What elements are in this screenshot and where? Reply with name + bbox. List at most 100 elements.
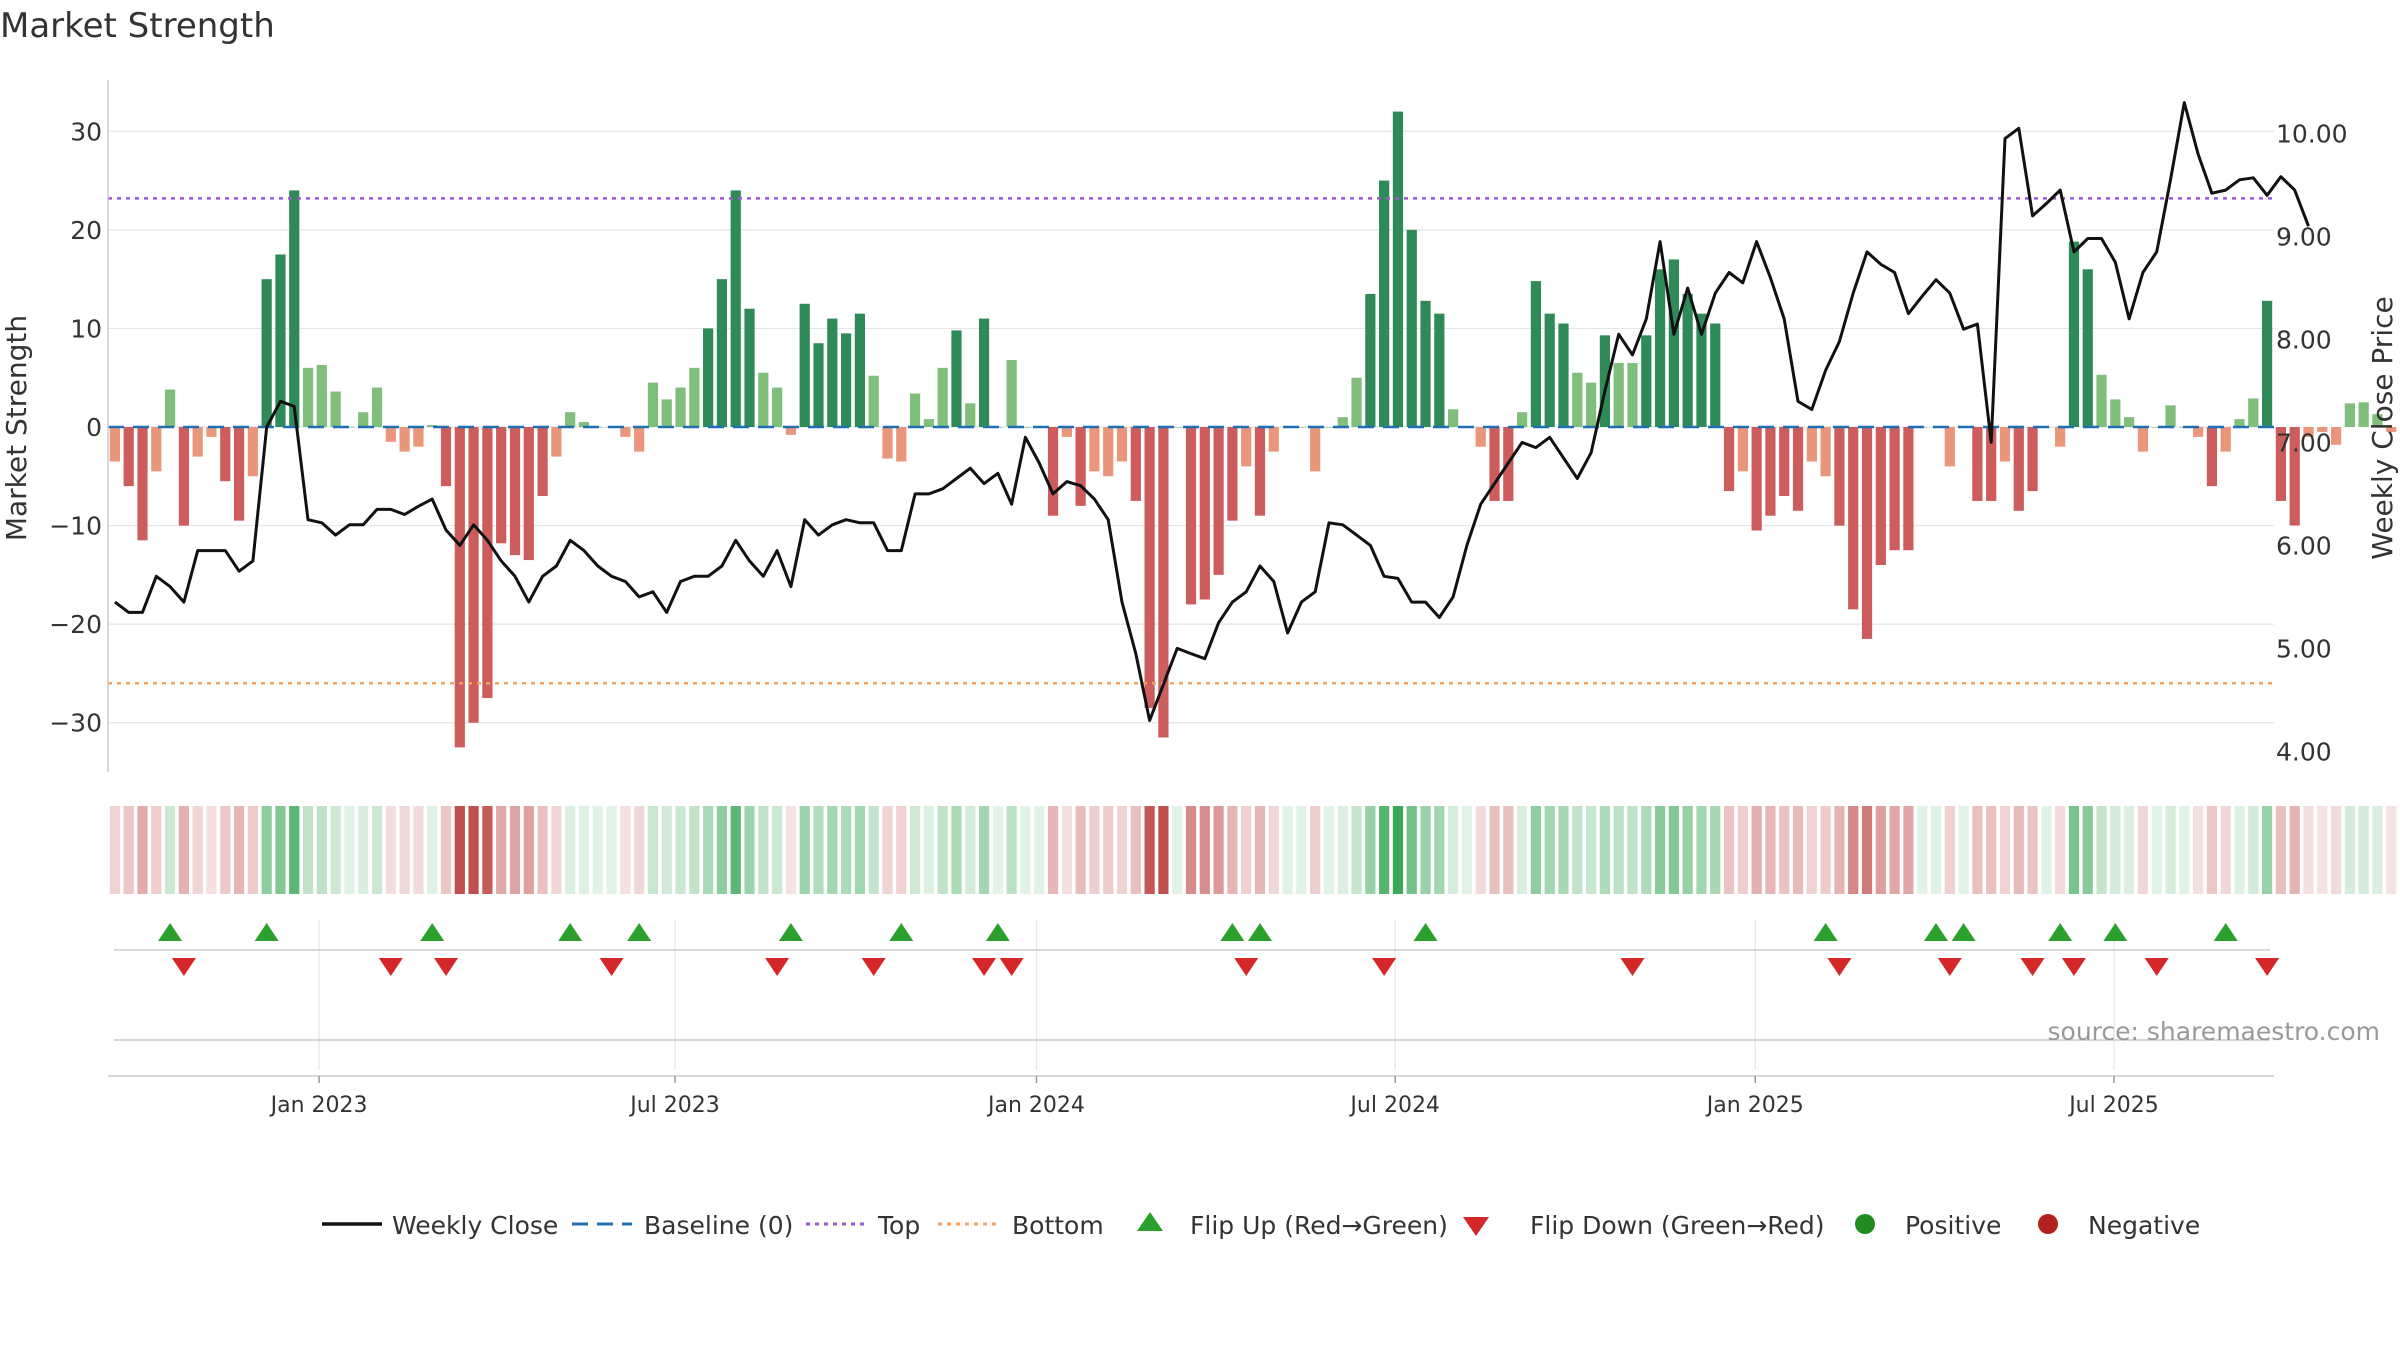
- heat-cell: [854, 806, 865, 894]
- heat-cell: [1585, 806, 1597, 894]
- heat-cell: [1861, 806, 1873, 894]
- y2-tick-label: 7.00: [2276, 428, 2332, 457]
- heat-cell: [482, 806, 493, 894]
- heat-cell: [2303, 806, 2314, 894]
- heat-cell: [2179, 806, 2190, 894]
- heat-cell: [330, 806, 341, 894]
- flip-up-marker: [158, 923, 183, 941]
- heat-cell: [1144, 806, 1155, 894]
- heat-cell: [2151, 806, 2162, 894]
- strength-bar: [2303, 427, 2314, 437]
- heat-cell: [178, 806, 189, 894]
- strength-bar: [620, 427, 631, 437]
- heat-cell: [1917, 806, 1928, 894]
- flip-up-marker: [420, 923, 445, 941]
- strength-bar: [1227, 427, 1238, 521]
- x-tick-label: Jul 2023: [628, 1093, 720, 1118]
- heat-cell: [1172, 806, 1183, 894]
- flip-up-marker: [778, 923, 803, 941]
- heat-cell: [1337, 806, 1348, 894]
- strength-bar: [316, 364, 327, 427]
- flip-down-marker: [2020, 958, 2045, 976]
- y2-tick-label: 10.00: [2276, 119, 2348, 148]
- strength-bar: [1544, 313, 1555, 427]
- heat-cell: [978, 806, 990, 894]
- strength-bar: [1420, 300, 1431, 427]
- y-tick-label: −30: [49, 709, 102, 738]
- strength-bar: [2082, 269, 2093, 427]
- strength-bar: [371, 387, 383, 427]
- strength-bar: [1365, 293, 1376, 427]
- strength-bar: [1530, 281, 1542, 427]
- heat-cell: [1034, 806, 1045, 894]
- strength-bar: [785, 427, 797, 435]
- legend-negative-dot: [2038, 1214, 2058, 1234]
- strength-bar: [951, 330, 962, 427]
- strength-bar: [827, 318, 838, 427]
- strength-bar: [634, 427, 645, 452]
- strength-bar: [2317, 427, 2328, 432]
- heat-cell: [427, 806, 438, 894]
- strength-bar: [2206, 427, 2218, 487]
- heat-cell: [675, 806, 686, 894]
- heat-cell: [1351, 806, 1362, 894]
- legend-negative-label: Negative: [2088, 1211, 2200, 1240]
- strength-bar: [1130, 427, 1141, 501]
- strength-bar: [2261, 300, 2273, 427]
- heat-cell: [1448, 806, 1459, 894]
- heat-cell: [1972, 806, 1983, 894]
- x-tick-label: Jan 2023: [269, 1093, 368, 1118]
- heat-cell: [1020, 806, 1031, 894]
- weekly-close-line: [114, 101, 2310, 722]
- strength-bar: [1199, 427, 1210, 600]
- strength-bar: [1089, 427, 1100, 472]
- heat-cell: [1848, 806, 1859, 894]
- strength-bar: [744, 308, 755, 427]
- strength-bar: [1889, 427, 1900, 551]
- strength-bar: [178, 427, 189, 526]
- heat-cell: [2041, 806, 2052, 894]
- strength-bar: [261, 279, 272, 427]
- strength-bar: [551, 427, 562, 457]
- strength-bar: [385, 427, 396, 442]
- heat-cell: [1834, 806, 1845, 894]
- strength-bar: [1834, 427, 1845, 526]
- strength-bar: [220, 427, 231, 482]
- heat-cell: [2110, 806, 2121, 894]
- strength-bar: [206, 427, 217, 437]
- heat-cell: [109, 806, 121, 894]
- heat-cell: [923, 806, 934, 894]
- strength-bar: [1144, 427, 1155, 708]
- strength-bar: [1641, 335, 1652, 427]
- heat-cell: [592, 806, 603, 894]
- strength-bar: [1585, 382, 1597, 427]
- heat-cell: [1489, 806, 1500, 894]
- flip-down-marker: [999, 958, 1024, 976]
- heat-cell: [1310, 806, 1321, 894]
- heat-cell: [1158, 806, 1169, 894]
- strength-bar: [1475, 427, 1486, 447]
- heat-cell: [661, 806, 672, 894]
- heat-cell: [1779, 806, 1790, 894]
- y-axis-label: Market Strength: [0, 315, 33, 541]
- heat-cell: [2220, 806, 2231, 894]
- strength-bar: [1241, 427, 1252, 467]
- legend-flip-up-label: Flip Up (Red→Green): [1190, 1211, 1448, 1240]
- strength-bar: [758, 372, 769, 427]
- strength-bar: [1944, 427, 1955, 467]
- strength-bar: [1434, 313, 1445, 427]
- legend-positive-label: Positive: [1905, 1211, 2001, 1240]
- legend-positive-dot: [1855, 1214, 1875, 1234]
- strength-bar: [1986, 427, 1997, 501]
- strength-bar: [1392, 111, 1404, 428]
- heat-cell: [1061, 806, 1072, 894]
- heat-cell: [1558, 806, 1569, 894]
- heat-cell: [1392, 806, 1404, 894]
- heat-cell: [909, 806, 921, 894]
- heat-cell: [1199, 806, 1210, 894]
- flip-up-marker: [1220, 923, 1245, 941]
- heat-cell: [1986, 806, 1997, 894]
